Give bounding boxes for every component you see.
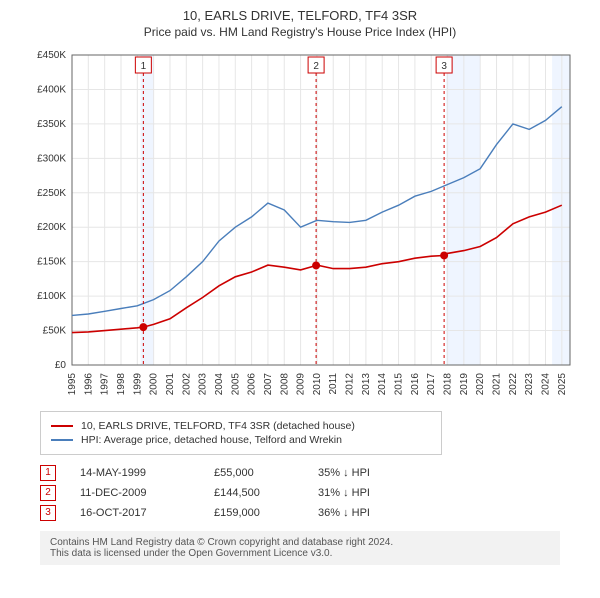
svg-text:2011: 2011 bbox=[328, 373, 339, 395]
svg-text:2003: 2003 bbox=[198, 373, 209, 396]
sale-date: 14-MAY-1999 bbox=[80, 467, 190, 479]
svg-text:2001: 2001 bbox=[165, 373, 176, 396]
sale-badge-2: 2 bbox=[40, 485, 56, 501]
sales-row: 1 14-MAY-1999 £55,000 35% ↓ HPI bbox=[40, 465, 600, 481]
svg-text:2006: 2006 bbox=[247, 373, 258, 396]
sale-price: £144,500 bbox=[214, 487, 294, 499]
sale-price: £55,000 bbox=[214, 467, 294, 479]
sales-table: 1 14-MAY-1999 £55,000 35% ↓ HPI 2 11-DEC… bbox=[40, 465, 600, 521]
legend-swatch-price-paid bbox=[51, 425, 73, 427]
svg-text:£250K: £250K bbox=[37, 188, 66, 199]
svg-text:2010: 2010 bbox=[312, 373, 323, 396]
svg-text:1996: 1996 bbox=[83, 373, 94, 396]
svg-text:2025: 2025 bbox=[557, 373, 568, 396]
svg-text:1995: 1995 bbox=[67, 373, 78, 396]
legend-label-hpi: HPI: Average price, detached house, Telf… bbox=[81, 434, 342, 446]
sale-price: £159,000 bbox=[214, 507, 294, 519]
svg-text:2016: 2016 bbox=[410, 373, 421, 396]
svg-text:£300K: £300K bbox=[37, 153, 66, 164]
page-title-line2: Price paid vs. HM Land Registry's House … bbox=[0, 25, 600, 39]
svg-text:2017: 2017 bbox=[426, 373, 437, 396]
sale-badge-3: 3 bbox=[40, 505, 56, 521]
svg-text:£100K: £100K bbox=[37, 291, 66, 302]
sales-row: 2 11-DEC-2009 £144,500 31% ↓ HPI bbox=[40, 485, 600, 501]
svg-text:1999: 1999 bbox=[132, 373, 143, 396]
sales-row: 3 16-OCT-2017 £159,000 36% ↓ HPI bbox=[40, 505, 600, 521]
svg-text:2009: 2009 bbox=[296, 373, 307, 396]
svg-text:2020: 2020 bbox=[475, 373, 486, 396]
price-chart: £0 £50K £100K £150K £200K £250K £300K £350K £400… bbox=[20, 45, 580, 405]
svg-text:2008: 2008 bbox=[279, 373, 290, 396]
footer-line2: This data is licensed under the Open Gov… bbox=[50, 548, 550, 559]
svg-text:1997: 1997 bbox=[100, 373, 111, 396]
sale-badge-1: 1 bbox=[40, 465, 56, 481]
legend-label-price-paid: 10, EARLS DRIVE, TELFORD, TF4 3SR (detac… bbox=[81, 420, 355, 432]
page-title-line1: 10, EARLS DRIVE, TELFORD, TF4 3SR bbox=[0, 8, 600, 23]
svg-text:£0: £0 bbox=[55, 360, 67, 371]
svg-text:2023: 2023 bbox=[524, 373, 535, 396]
svg-text:£450K: £450K bbox=[37, 50, 66, 61]
footer-line1: Contains HM Land Registry data © Crown c… bbox=[50, 537, 550, 548]
legend: 10, EARLS DRIVE, TELFORD, TF4 3SR (detac… bbox=[40, 411, 442, 455]
svg-text:2004: 2004 bbox=[214, 373, 225, 396]
sale-delta: 36% ↓ HPI bbox=[318, 507, 370, 519]
svg-text:£350K: £350K bbox=[37, 119, 66, 130]
svg-text:£150K: £150K bbox=[37, 257, 66, 268]
svg-text:2002: 2002 bbox=[181, 373, 192, 396]
svg-text:2014: 2014 bbox=[377, 373, 388, 396]
svg-text:2022: 2022 bbox=[508, 373, 519, 396]
svg-text:£400K: £400K bbox=[37, 84, 66, 95]
svg-text:£50K: £50K bbox=[43, 326, 67, 337]
svg-text:2021: 2021 bbox=[492, 373, 503, 396]
svg-text:2005: 2005 bbox=[230, 373, 241, 396]
svg-text:£200K: £200K bbox=[37, 222, 66, 233]
sale-delta: 35% ↓ HPI bbox=[318, 467, 370, 479]
legend-swatch-hpi bbox=[51, 439, 73, 441]
sale-delta: 31% ↓ HPI bbox=[318, 487, 370, 499]
license-footer: Contains HM Land Registry data © Crown c… bbox=[40, 531, 560, 565]
svg-text:2: 2 bbox=[313, 61, 319, 72]
svg-text:2024: 2024 bbox=[541, 373, 552, 396]
svg-text:2013: 2013 bbox=[361, 373, 372, 396]
svg-text:2018: 2018 bbox=[443, 373, 454, 396]
svg-text:1998: 1998 bbox=[116, 373, 127, 396]
svg-text:2019: 2019 bbox=[459, 373, 470, 396]
svg-text:3: 3 bbox=[441, 61, 447, 72]
svg-text:2012: 2012 bbox=[345, 373, 356, 396]
sale-date: 16-OCT-2017 bbox=[80, 507, 190, 519]
svg-text:2007: 2007 bbox=[263, 373, 274, 396]
sale-date: 11-DEC-2009 bbox=[80, 487, 190, 499]
svg-text:1: 1 bbox=[141, 61, 147, 72]
svg-text:2000: 2000 bbox=[149, 373, 160, 396]
svg-text:2015: 2015 bbox=[394, 373, 405, 396]
